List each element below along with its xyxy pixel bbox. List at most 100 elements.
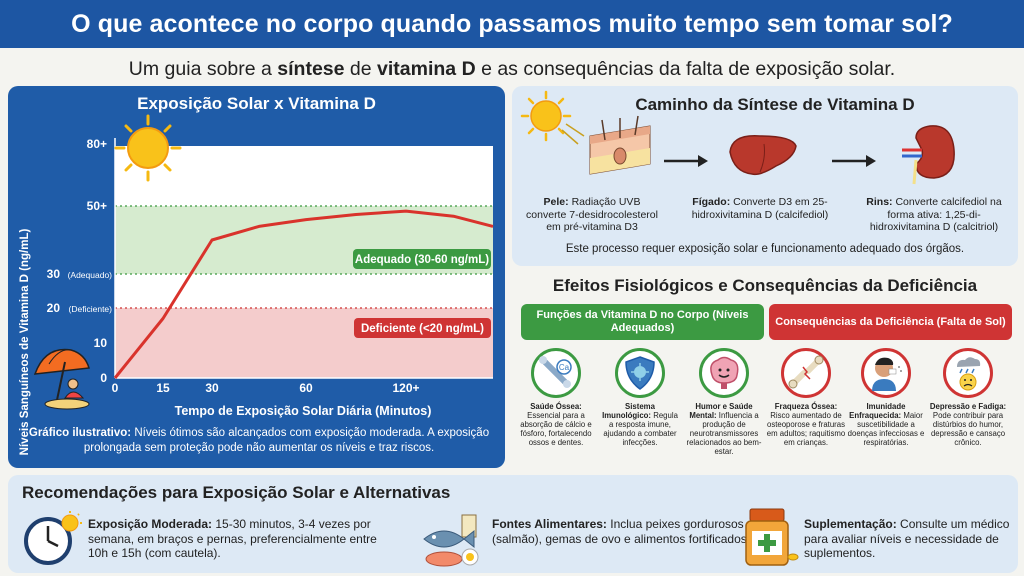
subtitle-pre: Um guia sobre a: [128, 58, 278, 80]
y-tick-label: 50+: [87, 199, 107, 213]
arrow-right-icon: [664, 155, 708, 167]
effect-desc: Risco aumentado de osteoporose e fratura…: [766, 411, 846, 447]
clock-sun-icon: [22, 511, 82, 572]
brain-smile-icon: [699, 348, 749, 398]
effect-text: Sistema Imunológico: Regula a resposta i…: [600, 402, 680, 447]
chart-gridlines: [115, 205, 493, 309]
y-tick-sublabel: (Deficiente): [69, 304, 113, 314]
effect-text: Fraqueza Óssea: Risco aumentado de osteo…: [766, 402, 846, 447]
effect-item: Ca Saúde Óssea: Essencial para a absorçã…: [516, 348, 596, 447]
synthesis-illustrations: [520, 90, 955, 185]
effect-text: Saúde Óssea: Essencial para a absorção d…: [516, 402, 596, 447]
chart-x-axis-label: Tempo de Exposição Solar Diária (Minutos…: [174, 404, 432, 418]
kidney-icon: [902, 125, 955, 185]
tab-consequences: Consequências da Deficiência (Falta de S…: [769, 304, 1012, 340]
zone-label-bg: [354, 318, 491, 338]
recommendations-panel: Recomendações para Exposição Solar e Alt…: [8, 475, 1018, 573]
rec-desc: Consulte um médico para avaliar níveis e…: [804, 517, 1010, 560]
rec-desc: 15-30 minutos, 3-4 vezes por semana, em …: [88, 517, 377, 560]
chart-note-bold: Gráfico ilustrativo:: [28, 427, 132, 439]
effect-desc: Essencial para a absorção de cálcio e fó…: [520, 411, 592, 447]
sick-person-icon: [861, 348, 911, 398]
x-tick-label: 15: [156, 381, 170, 395]
recommendation-supplement: Suplementação: Consulte um médico para a…: [804, 517, 1014, 561]
y-tick-label: 20: [47, 301, 61, 315]
chart-svg: 0 15 30 60 120+ 0 10 (Deficiente) 20 (Adequado) 30…: [33, 114, 494, 410]
rec-label: Suplementação:: [804, 517, 897, 531]
effect-item: Fraqueza Óssea: Risco aumentado de osteo…: [766, 348, 846, 447]
zone-label-bg: [353, 249, 491, 269]
chart-zone-labels: Adequado (30-60 ng/mL) Deficiente (<20 ng…: [353, 249, 491, 338]
synthesis-step-skin: Pele: Radiação UVB converte 7-desidrocol…: [522, 196, 662, 234]
effect-desc: Maior suscetibilidade a doenças infeccio…: [847, 411, 925, 447]
y-tick-label: 0: [100, 371, 107, 385]
effect-text: Depressão e Fadiga: Pode contribuir para…: [928, 402, 1008, 447]
subtitle-post: e as consequências da falta de exposição…: [475, 58, 896, 80]
effect-label: Depressão e Fadiga:: [929, 402, 1007, 411]
y-tick-label: 30: [47, 267, 61, 281]
x-tick-label: 120+: [392, 381, 419, 395]
effect-text: Humor e Saúde Mental: Influencia a produ…: [684, 402, 764, 456]
x-tick-label: 60: [299, 381, 313, 395]
effect-label: Humor e Saúde Mental:: [689, 402, 753, 420]
page-title: O que acontece no corpo quando passamos …: [0, 0, 1024, 48]
x-tick-label: 0: [112, 381, 119, 395]
supplement-bottle-icon: [744, 507, 800, 574]
synthesis-title: Caminho da Síntese de Vitamina D: [635, 95, 915, 114]
page-subtitle: Um guia sobre a síntese de vitamina D e …: [0, 54, 1024, 84]
chart-series: [113, 209, 494, 379]
effect-label: Fraqueza Óssea:: [774, 402, 838, 411]
y-tick-label: 10: [94, 336, 108, 350]
recommendation-food: Fontes Alimentares: Inclua peixes gordur…: [492, 517, 760, 546]
broken-bone-icon: [781, 348, 831, 398]
zone-label: Adequado (30-60 ng/mL): [355, 254, 489, 266]
liver-icon: [729, 135, 797, 176]
effect-item: Imunidade Enfraquecida: Maior suscetibil…: [846, 348, 926, 447]
shield-virus-icon: [615, 348, 665, 398]
y-tick-sublabel: (Adequado): [68, 270, 113, 280]
subtitle-mid: de: [344, 58, 378, 80]
recommendations-title: Recomendações para Exposição Solar e Alt…: [22, 483, 451, 502]
subtitle-bold-vitamin: vitamina D: [377, 58, 476, 80]
effect-desc: Influencia a produção de neurotransmisso…: [686, 411, 762, 456]
effect-item: Humor e Saúde Mental: Influencia a produ…: [684, 348, 764, 456]
chart-note-text: Níveis ótimos são alcançados com exposiç…: [83, 427, 490, 454]
step-label: Rins:: [866, 196, 893, 208]
synthesis-note: Este processo requer exposição solar e f…: [565, 243, 965, 255]
bone-calcium-icon: Ca: [531, 348, 581, 398]
chart-axes: [114, 138, 493, 379]
y-tick-label: 80+: [87, 137, 107, 151]
synthesis-panel: Caminho da Síntese de Vitamina D: [512, 86, 1018, 266]
chart-note: Gráfico ilustrativo: Níveis ótimos são a…: [24, 426, 494, 455]
step-text: Converte D3 em 25-hidroxivitamina D (cal…: [691, 196, 829, 221]
svg-text:Ca: Ca: [559, 363, 570, 372]
chart-panel: 0 15 30 60 120+ 0 10 (Deficiente) 20 (Adequado) 30…: [8, 86, 505, 468]
step-text: Radiação UVB converte 7-desidrocolestero…: [526, 196, 658, 233]
synthesis-step-kidney: Rins: Converte calcifediol na forma ativ…: [856, 196, 1012, 234]
skin-layers-icon: [589, 115, 651, 175]
food-fish-icon: [422, 509, 488, 574]
synthesis-step-liver: Fígado: Converte D3 em 25-hidroxivitamin…: [690, 196, 830, 221]
step-label: Fígado:: [692, 196, 731, 208]
step-label: Pele:: [543, 196, 569, 208]
effect-text: Imunidade Enfraquecida: Maior suscetibil…: [846, 402, 926, 447]
subtitle-bold-synthesis: síntese: [277, 58, 345, 80]
zone-label: Deficiente (<20 ng/mL): [361, 323, 484, 335]
effect-item: Depressão e Fadiga: Pode contribuir para…: [928, 348, 1008, 447]
effect-item: Sistema Imunológico: Regula a resposta i…: [600, 348, 680, 447]
beach-umbrella-icon: [33, 348, 90, 410]
sun-icon: [114, 114, 182, 182]
tab-functions: Funções da Vitamina D no Corpo (Níveis A…: [521, 304, 764, 340]
rec-desc: Inclua peixes gordurosos (salmão), gemas…: [492, 517, 751, 546]
effect-label: Saúde Óssea:: [530, 402, 582, 411]
sun-icon: [520, 90, 585, 145]
chart-tick-labels: 0 15 30 60 120+ 0 10 (Deficiente) 20 (Adequado) 30…: [47, 137, 420, 395]
rec-label: Fontes Alimentares:: [492, 517, 607, 531]
effect-desc: Pode contribuir para distúrbios do humor…: [930, 411, 1006, 447]
effect-label: Imunidade Enfraquecida:: [849, 402, 906, 420]
step-text: Converte calcifediol na forma ativa: 1,2…: [869, 196, 1002, 233]
recommendation-exposure: Exposição Moderada: 15-30 minutos, 3-4 v…: [88, 517, 388, 561]
effect-label: Sistema Imunológico:: [602, 402, 655, 420]
sad-cloud-icon: [943, 348, 993, 398]
effects-title: Efeitos Fisiológicos e Consequências da …: [552, 276, 978, 295]
